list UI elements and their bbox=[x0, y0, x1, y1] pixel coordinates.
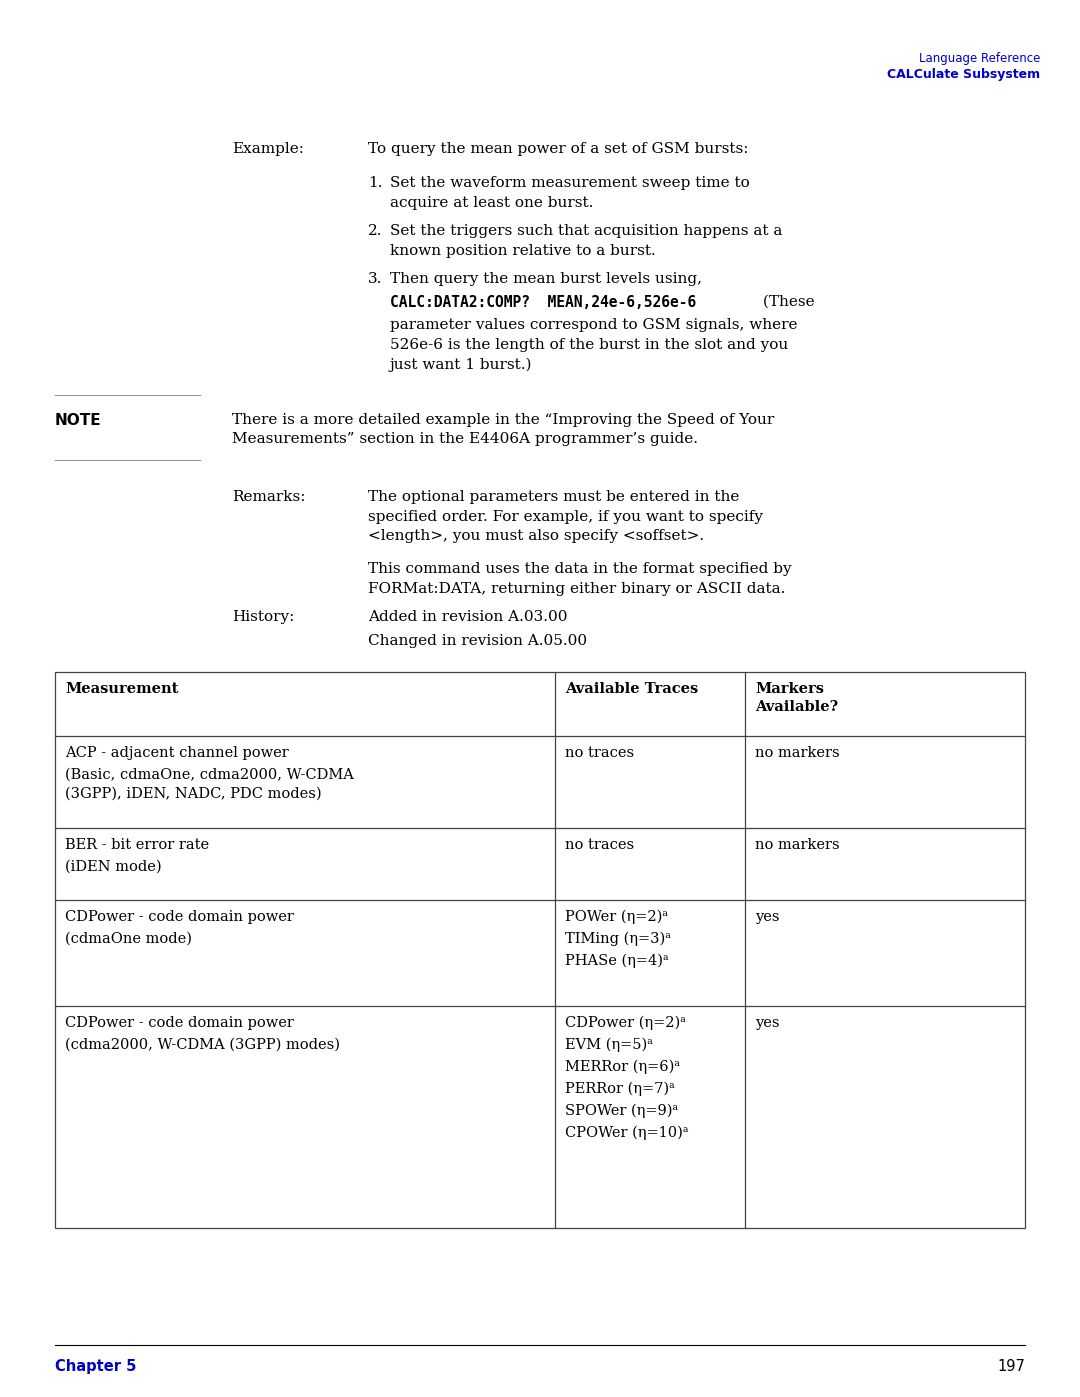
Text: Language Reference: Language Reference bbox=[919, 52, 1040, 66]
Text: Changed in revision A.05.00: Changed in revision A.05.00 bbox=[368, 634, 588, 648]
Text: Set the waveform measurement sweep time to
acquire at least one burst.: Set the waveform measurement sweep time … bbox=[390, 176, 750, 210]
Text: no markers: no markers bbox=[755, 838, 839, 852]
Text: Then query the mean burst levels using,: Then query the mean burst levels using, bbox=[390, 272, 702, 286]
Text: POWer (η=2)ᵃ: POWer (η=2)ᵃ bbox=[565, 909, 669, 925]
Text: Measurement: Measurement bbox=[65, 682, 178, 696]
Text: There is a more detailed example in the “Improving the Speed of Your
Measurement: There is a more detailed example in the … bbox=[232, 414, 774, 447]
Text: BER - bit error rate: BER - bit error rate bbox=[65, 838, 210, 852]
Text: yes: yes bbox=[755, 909, 780, 923]
Text: PERRor (η=7)ᵃ: PERRor (η=7)ᵃ bbox=[565, 1083, 675, 1097]
Text: parameter values correspond to GSM signals, where
526e-6 is the length of the bu: parameter values correspond to GSM signa… bbox=[390, 319, 797, 372]
Text: ACP - adjacent channel power: ACP - adjacent channel power bbox=[65, 746, 288, 760]
Text: no markers: no markers bbox=[755, 746, 839, 760]
Text: This command uses the data in the format specified by
FORMat:DATA, returning eit: This command uses the data in the format… bbox=[368, 562, 792, 595]
Text: Remarks:: Remarks: bbox=[232, 490, 306, 504]
Text: 1.: 1. bbox=[368, 176, 382, 190]
Text: 3.: 3. bbox=[368, 272, 382, 286]
Text: (cdma2000, W-CDMA (3GPP) modes): (cdma2000, W-CDMA (3GPP) modes) bbox=[65, 1038, 340, 1052]
Text: TIMing (η=3)ᵃ: TIMing (η=3)ᵃ bbox=[565, 932, 671, 946]
Text: yes: yes bbox=[755, 1016, 780, 1030]
Text: (These: (These bbox=[758, 295, 814, 309]
Text: Example:: Example: bbox=[232, 142, 303, 156]
Text: Markers
Available?: Markers Available? bbox=[755, 682, 838, 714]
Bar bbox=[55, 672, 1025, 1228]
Text: 197: 197 bbox=[997, 1359, 1025, 1375]
Text: Added in revision A.03.00: Added in revision A.03.00 bbox=[368, 610, 567, 624]
Text: 2.: 2. bbox=[368, 224, 382, 237]
Text: Chapter 5: Chapter 5 bbox=[55, 1359, 136, 1375]
Text: CALC:DATA2:COMP?  MEAN,24e-6,526e-6: CALC:DATA2:COMP? MEAN,24e-6,526e-6 bbox=[390, 295, 697, 310]
Text: SPOWer (η=9)ᵃ: SPOWer (η=9)ᵃ bbox=[565, 1104, 678, 1119]
Text: (iDEN mode): (iDEN mode) bbox=[65, 861, 162, 875]
Text: CALCulate Subsystem: CALCulate Subsystem bbox=[887, 68, 1040, 81]
Text: MERRor (η=6)ᵃ: MERRor (η=6)ᵃ bbox=[565, 1060, 680, 1074]
Text: NOTE: NOTE bbox=[55, 414, 102, 427]
Text: CDPower - code domain power: CDPower - code domain power bbox=[65, 1016, 294, 1030]
Text: CDPower (η=2)ᵃ: CDPower (η=2)ᵃ bbox=[565, 1016, 686, 1031]
Text: CDPower - code domain power: CDPower - code domain power bbox=[65, 909, 294, 923]
Text: CPOWer (η=10)ᵃ: CPOWer (η=10)ᵃ bbox=[565, 1126, 689, 1140]
Text: (cdmaOne mode): (cdmaOne mode) bbox=[65, 932, 192, 946]
Text: (Basic, cdmaOne, cdma2000, W-CDMA
(3GPP), iDEN, NADC, PDC modes): (Basic, cdmaOne, cdma2000, W-CDMA (3GPP)… bbox=[65, 768, 354, 800]
Text: History:: History: bbox=[232, 610, 295, 624]
Text: no traces: no traces bbox=[565, 838, 634, 852]
Text: To query the mean power of a set of GSM bursts:: To query the mean power of a set of GSM … bbox=[368, 142, 748, 156]
Text: EVM (η=5)ᵃ: EVM (η=5)ᵃ bbox=[565, 1038, 653, 1052]
Text: The optional parameters must be entered in the
specified order. For example, if : The optional parameters must be entered … bbox=[368, 490, 762, 543]
Text: no traces: no traces bbox=[565, 746, 634, 760]
Text: Available Traces: Available Traces bbox=[565, 682, 699, 696]
Text: PHASe (η=4)ᵃ: PHASe (η=4)ᵃ bbox=[565, 954, 669, 968]
Text: Set the triggers such that acquisition happens at a
known position relative to a: Set the triggers such that acquisition h… bbox=[390, 224, 782, 257]
